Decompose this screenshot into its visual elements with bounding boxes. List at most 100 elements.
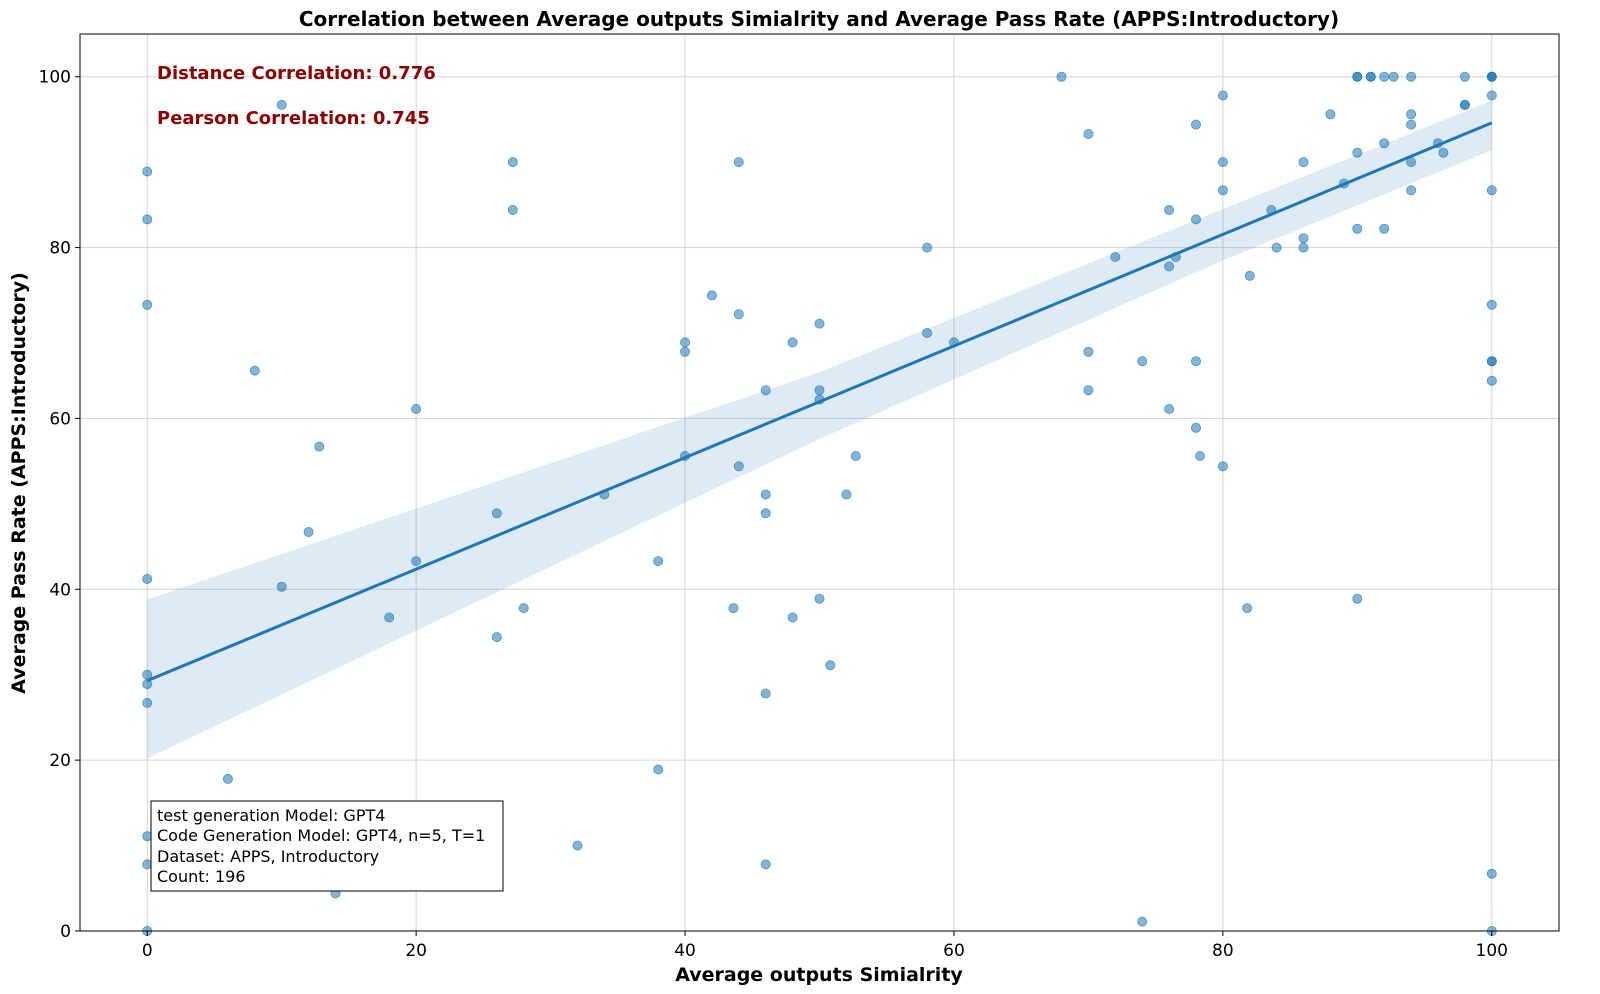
x-tick-label: 40	[674, 941, 696, 961]
x-tick-label: 0	[142, 941, 153, 961]
data-point	[1191, 119, 1202, 130]
data-point	[1459, 99, 1470, 110]
x-axis-ticks: 0 20 40 60 80 100	[142, 931, 1508, 961]
data-point	[384, 612, 395, 623]
data-point	[1217, 90, 1228, 101]
data-point	[760, 508, 771, 519]
data-point	[1352, 223, 1363, 234]
y-tick-label: 60	[49, 409, 71, 429]
data-point	[314, 441, 325, 452]
data-point	[276, 99, 287, 110]
data-point	[1298, 233, 1309, 244]
data-point	[1379, 138, 1390, 149]
data-point	[1486, 185, 1497, 196]
data-point	[1217, 157, 1228, 168]
y-axis-label: Average Pass Rate (APPS:Introductory)	[8, 272, 30, 694]
data-point	[922, 327, 933, 338]
data-point	[760, 489, 771, 500]
data-point	[1459, 71, 1470, 82]
data-point	[1388, 71, 1399, 82]
data-point	[760, 688, 771, 699]
data-point	[1137, 916, 1148, 927]
data-points	[142, 71, 1497, 937]
data-point	[411, 403, 422, 414]
data-point	[1379, 71, 1390, 82]
data-point	[1486, 90, 1497, 101]
info-line-2: Code Generation Model: GPT4, n=5, T=1	[157, 826, 485, 845]
data-point	[1406, 71, 1417, 82]
y-tick-label: 20	[49, 751, 71, 771]
pearson-correlation-label: Pearson Correlation: 0.745	[157, 108, 430, 129]
confidence-band	[147, 100, 1492, 759]
data-point	[760, 859, 771, 870]
data-point	[222, 773, 233, 784]
regression-line-path	[146, 121, 1493, 683]
x-tick-label: 20	[405, 941, 427, 961]
y-tick-label: 100	[39, 68, 71, 88]
data-point	[1110, 251, 1121, 262]
data-point	[814, 318, 825, 329]
data-point	[1191, 356, 1202, 367]
y-tick-label: 80	[49, 239, 71, 259]
data-point	[1486, 71, 1497, 82]
distance-correlation-label: Distance Correlation: 0.776	[157, 63, 436, 84]
data-point	[1486, 375, 1497, 386]
data-point	[733, 461, 744, 472]
data-point	[572, 840, 583, 851]
data-point	[1056, 71, 1067, 82]
data-point	[1486, 356, 1497, 367]
data-point	[1406, 119, 1417, 130]
data-point	[303, 527, 314, 538]
data-point	[653, 764, 664, 775]
chart-title: Correlation between Average outputs Simi…	[299, 7, 1339, 31]
data-point	[1325, 109, 1336, 120]
data-point	[1244, 270, 1255, 281]
data-point	[1195, 450, 1206, 461]
data-point	[142, 166, 153, 177]
data-point	[1365, 71, 1376, 82]
data-point	[728, 603, 739, 614]
data-point	[1486, 299, 1497, 310]
x-tick-label: 80	[1212, 941, 1234, 961]
data-point	[1137, 356, 1148, 367]
data-point	[1083, 128, 1094, 139]
data-point	[733, 309, 744, 320]
data-point	[1486, 868, 1497, 879]
data-point	[411, 556, 422, 567]
data-point	[1406, 109, 1417, 120]
y-tick-label: 0	[60, 922, 71, 942]
data-point	[1438, 147, 1449, 158]
data-point	[706, 290, 717, 301]
data-point	[1298, 157, 1309, 168]
data-point	[922, 242, 933, 253]
info-line-3: Dataset: APPS, Introductory	[157, 847, 379, 866]
data-point	[814, 385, 825, 396]
data-point	[518, 603, 529, 614]
data-point	[142, 299, 153, 310]
data-point	[680, 346, 691, 357]
data-point	[1083, 385, 1094, 396]
data-point	[142, 831, 153, 842]
data-point	[1352, 147, 1363, 158]
data-point	[1164, 204, 1175, 215]
data-point	[249, 365, 260, 376]
data-point	[1191, 214, 1202, 225]
data-point	[850, 450, 861, 461]
x-tick-label: 60	[943, 941, 965, 961]
info-box	[150, 800, 504, 892]
plot-frame	[79, 33, 1560, 932]
data-point	[1164, 261, 1175, 272]
info-line-1: test generation Model: GPT4	[157, 806, 385, 825]
info-line-4: Count: 196	[157, 867, 246, 886]
data-point	[491, 632, 502, 643]
data-point	[507, 204, 518, 215]
x-axis-label: Average outputs Simialrity	[675, 964, 963, 986]
data-point	[787, 337, 798, 348]
data-point	[507, 157, 518, 168]
data-point	[1298, 242, 1309, 253]
data-point	[680, 337, 691, 348]
data-point	[1217, 185, 1228, 196]
data-point	[733, 157, 744, 168]
confidence-band-area	[147, 100, 1492, 759]
